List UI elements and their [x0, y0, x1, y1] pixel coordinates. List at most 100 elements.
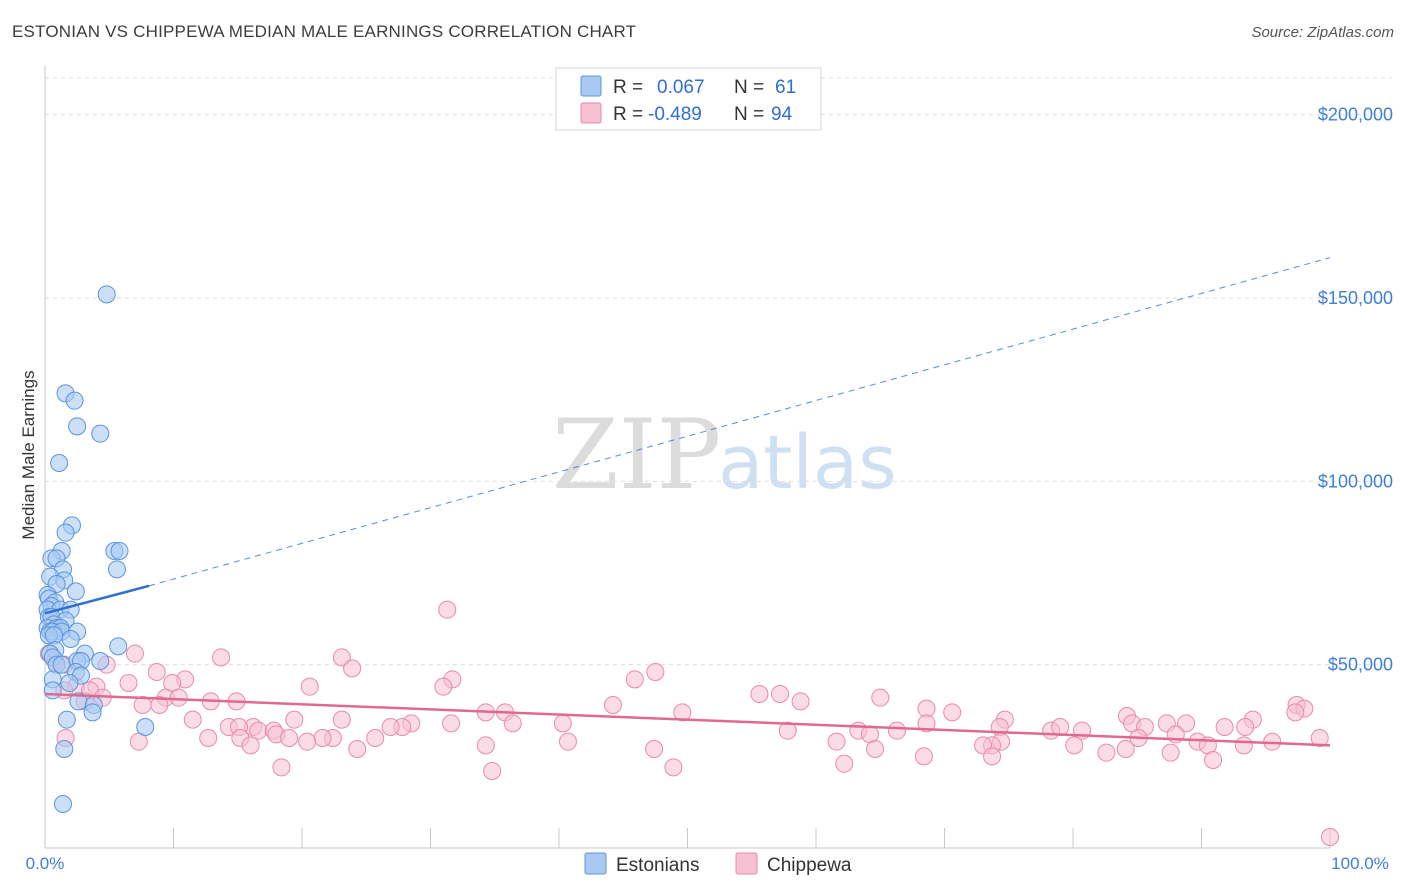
chippewa-point	[771, 685, 790, 703]
legend-chippewa-r-value: -0.489	[648, 104, 702, 125]
chippewa-point	[917, 714, 936, 733]
legend-estonians-n-value: 61	[775, 77, 796, 98]
chippewa-point	[1321, 828, 1339, 846]
chart-source: Source: ZipAtlas.com	[1251, 24, 1394, 41]
chippewa-point	[646, 663, 665, 681]
chippewa-point	[673, 703, 692, 722]
chippewa-point	[503, 714, 522, 733]
estonians-point	[66, 582, 85, 601]
estonians-point	[57, 710, 76, 729]
chippewa-point	[750, 685, 769, 703]
chippewa-point	[298, 732, 317, 751]
estonians-point	[83, 703, 102, 722]
y-tick-labels: $50,000 $100,000 $150,000 $200,000	[1318, 105, 1393, 675]
series-legend: Estonians Chippewa	[584, 852, 852, 876]
chippewa-point	[1236, 718, 1255, 736]
chippewa-point	[1310, 729, 1329, 747]
chippewa-point	[983, 747, 1002, 766]
chippewa-point	[313, 729, 332, 747]
chippewa-point	[241, 736, 260, 755]
chippewa-point	[125, 644, 144, 663]
x-axis-ticks	[44, 828, 1331, 848]
legend-chippewa-r-label: R =	[613, 104, 643, 125]
chippewa-point	[603, 696, 622, 714]
chippewa-point	[625, 670, 644, 689]
estonians-point	[50, 454, 69, 472]
chippewa-point	[664, 758, 683, 777]
chippewa-point	[438, 600, 457, 619]
chippewa-point	[1286, 703, 1305, 722]
chippewa-point	[442, 714, 461, 733]
legend-chippewa-n-value: 94	[771, 104, 793, 125]
chippewa-point	[866, 740, 885, 758]
chippewa-point	[943, 703, 962, 722]
estonians-point	[61, 630, 80, 648]
y-tick-label: $100,000	[1318, 471, 1393, 491]
chippewa-point	[553, 714, 572, 733]
bottom-legend-chippewa-swatch	[735, 852, 758, 875]
chippewa-point	[1161, 743, 1180, 762]
chippewa-point	[343, 659, 362, 678]
chippewa-point	[199, 729, 218, 747]
estonians-point	[56, 523, 75, 542]
correlation-legend: R = 0.067 N = 61 R = -0.489 N = 94	[555, 67, 822, 131]
chippewa-point	[887, 721, 906, 740]
y-axis-title: Median Male Earnings	[19, 370, 38, 539]
chippewa-point	[434, 677, 453, 696]
estonians-point	[60, 674, 79, 692]
legend-estonians-n-label: N =	[734, 77, 764, 98]
chart-title: ESTONIAN VS CHIPPEWA MEDIAN MALE EARNING…	[12, 22, 637, 41]
estonians-point	[110, 542, 129, 560]
estonians-trend-line	[44, 584, 150, 615]
chippewa-point	[914, 747, 933, 766]
watermark-atlas: atlas	[718, 420, 897, 506]
chippewa-point	[871, 688, 890, 707]
estonians-point	[53, 795, 72, 813]
chippewa-point	[119, 674, 138, 692]
chippewa-point	[183, 710, 202, 729]
chippewa-point	[558, 732, 577, 751]
chippewa-point	[300, 677, 319, 696]
chippewa-point	[483, 762, 502, 780]
chippewa-points	[39, 600, 1339, 846]
chippewa-point	[645, 740, 664, 758]
legend-estonians-r-value: 0.067	[657, 77, 705, 98]
chippewa-point	[476, 736, 495, 755]
estonians-point	[91, 652, 110, 670]
chippewa-point	[835, 754, 854, 773]
legend-estonians-r-label: R =	[613, 77, 643, 98]
chippewa-point	[150, 696, 169, 714]
legend-estonians-swatch	[580, 75, 602, 97]
bottom-legend-estonians-label: Estonians	[616, 855, 699, 876]
chippewa-point	[1116, 740, 1135, 758]
estonians-point	[68, 417, 87, 436]
gridlines	[45, 77, 1392, 666]
chippewa-point	[272, 758, 291, 777]
chippewa-trend-line	[44, 692, 1331, 747]
estonians-point	[97, 285, 116, 304]
chippewa-point	[778, 721, 797, 740]
estonians-point	[55, 740, 74, 758]
chippewa-point	[332, 648, 351, 667]
chippewa-point	[285, 710, 304, 729]
chippewa-point	[332, 710, 351, 729]
estonians-point	[52, 655, 71, 674]
chippewa-point	[169, 688, 188, 707]
watermark-zip: ZIP	[552, 399, 721, 511]
trend-lines	[44, 257, 1331, 747]
estonians-point	[109, 637, 128, 656]
chippewa-point	[280, 729, 299, 747]
estonians-point	[65, 391, 84, 410]
x-tick-label-max: 100.0%	[1331, 854, 1389, 873]
x-tick-label-min: 0.0%	[26, 854, 65, 873]
chippewa-point	[147, 663, 166, 681]
chippewa-point	[1234, 736, 1253, 755]
chippewa-point	[212, 648, 231, 667]
chippewa-point	[348, 740, 367, 758]
chippewa-point	[1097, 743, 1116, 762]
bottom-legend-estonians-swatch	[584, 852, 607, 875]
estonians-point	[43, 681, 62, 700]
chippewa-point	[1204, 751, 1223, 769]
chippewa-point	[366, 729, 385, 747]
